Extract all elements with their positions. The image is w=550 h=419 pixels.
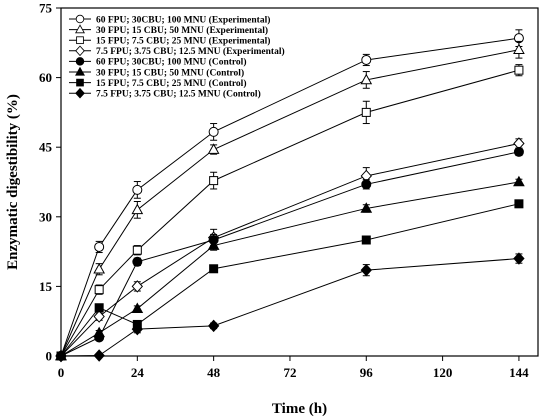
data-point [131, 280, 143, 293]
plot-area [55, 29, 525, 363]
series-4 [55, 137, 525, 363]
data-point [513, 252, 525, 265]
series-line [60, 181, 520, 357]
series-line [60, 69, 520, 357]
y-tick-label: 45 [39, 140, 53, 155]
y-tick-label: 0 [46, 349, 53, 364]
y-tick-label: 15 [39, 279, 53, 294]
legend-label: 15 FPU; 7.5 CBU; 25 MNU (Experimental) [96, 36, 270, 47]
data-point [513, 146, 524, 157]
data-point [360, 73, 373, 85]
data-point [207, 319, 220, 333]
legend-label: 7.5 FPU; 3.75 CBU; 12.5 MNU (Control) [96, 89, 261, 100]
y-axis-title: Enzymatic digestibility (%) [5, 94, 21, 270]
legend-label: 15 FPU; 7.5 CBU; 25 MNU (Control) [96, 78, 246, 89]
data-point [360, 263, 372, 277]
series-3 [56, 64, 524, 361]
y-tick-label: 30 [39, 209, 52, 224]
data-point [55, 349, 67, 363]
data-point [93, 263, 106, 274]
x-tick-label: 24 [131, 365, 145, 380]
x-tick-label: 0 [58, 365, 65, 380]
data-point [93, 310, 105, 323]
y-tick-label: 60 [39, 70, 52, 85]
legend-item-7: 15 FPU; 7.5 CBU; 25 MNU (Control) [69, 78, 246, 89]
legend-item-6: 30 FPU; 15 CBU; 50 MNU (Control) [69, 66, 244, 78]
series-6 [55, 175, 525, 361]
data-point [94, 285, 104, 295]
data-point [360, 202, 373, 213]
series-line [60, 49, 520, 357]
legend-label: 60 FPU; 30CBU; 100 MNU (Control) [96, 57, 246, 68]
data-point [209, 264, 219, 274]
legend-marker [75, 87, 85, 99]
legend-marker [75, 66, 85, 76]
legend-item-2: 30 FPU; 15 CBU; 50 MNU (Experimental) [69, 24, 268, 36]
y-tick-label: 75 [39, 1, 53, 16]
data-point [131, 302, 144, 313]
x-tick-label: 72 [283, 365, 296, 380]
series-line [60, 203, 520, 357]
legend-marker [75, 24, 85, 34]
data-point [93, 326, 106, 338]
data-point [209, 176, 219, 186]
legend-item-5: 60 FPU; 30CBU; 100 MNU (Control) [69, 57, 246, 68]
series-line [60, 258, 519, 357]
data-point [207, 239, 220, 250]
legend-marker [76, 36, 84, 45]
data-point [93, 349, 105, 362]
data-point [514, 199, 524, 209]
x-tick-label: 96 [360, 365, 374, 380]
series-8 [55, 252, 525, 363]
x-tick-label: 144 [509, 365, 529, 380]
data-point [131, 203, 144, 215]
data-point [132, 245, 142, 255]
data-point [207, 143, 220, 154]
legend-marker [75, 14, 85, 24]
series-line [60, 142, 520, 357]
legend-item-8: 7.5 FPU; 3.75 CBU; 12.5 MNU (Control) [69, 87, 261, 100]
legend: 60 FPU; 30CBU; 100 MNU (Experimental)30 … [69, 14, 285, 100]
data-point [361, 235, 371, 245]
legend-marker [75, 45, 85, 57]
data-point [94, 241, 105, 252]
axes: 0 24 48 72 96 120 144 0 15 30 45 60 75 [39, 1, 539, 380]
data-point [514, 65, 524, 75]
legend-marker [75, 57, 85, 66]
data-point [208, 126, 219, 137]
legend-item-3: 15 FPU; 7.5 CBU; 25 MNU (Experimental) [69, 36, 270, 47]
data-point [361, 179, 372, 190]
data-point [132, 184, 143, 195]
data-point [131, 322, 143, 336]
series-line [60, 151, 520, 357]
data-point [94, 303, 104, 313]
legend-label: 7.5 FPU; 3.75 CBU; 12.5 MNU (Experimenta… [96, 46, 285, 57]
legend-marker [76, 78, 84, 87]
data-point [132, 256, 143, 267]
x-tick-label: 120 [433, 365, 453, 380]
x-axis-title: Time (h) [272, 401, 327, 417]
legend-label: 60 FPU; 30CBU; 100 MNU (Experimental) [96, 14, 270, 25]
x-tick-label: 48 [207, 365, 221, 380]
data-point [361, 54, 372, 65]
data-point [361, 107, 371, 117]
legend-item-4: 7.5 FPU; 3.75 CBU; 12.5 MNU (Experimenta… [69, 45, 285, 57]
data-point [513, 175, 525, 187]
data-point [513, 43, 525, 55]
legend-label: 30 FPU; 15 CBU; 50 MNU (Control) [96, 67, 244, 78]
legend-label: 30 FPU; 15 CBU; 50 MNU (Experimental) [96, 25, 268, 36]
series-line [60, 37, 519, 357]
legend-item-1: 60 FPU; 30CBU; 100 MNU (Experimental) [69, 14, 270, 25]
plot-frame [60, 7, 539, 357]
